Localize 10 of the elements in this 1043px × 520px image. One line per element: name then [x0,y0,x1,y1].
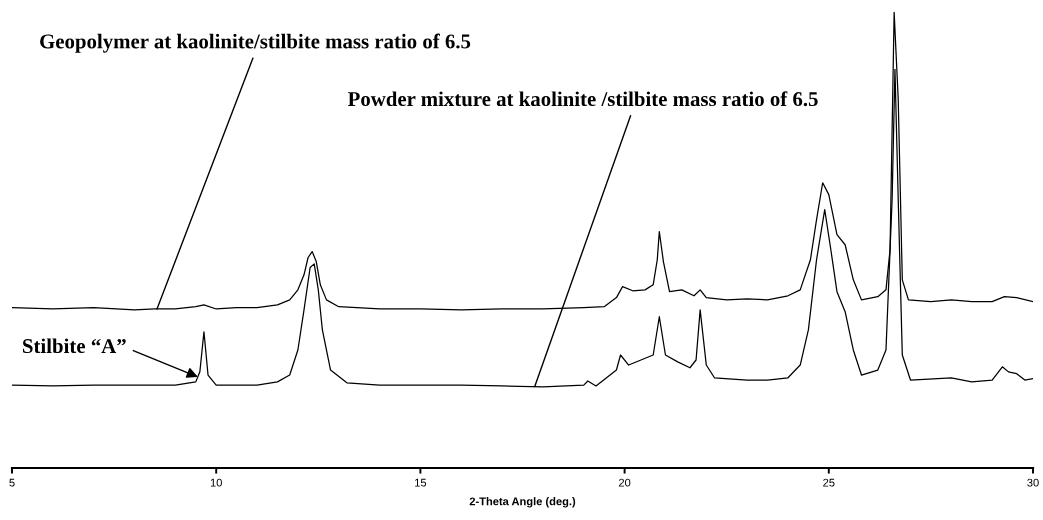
x-tick-label: 30 [1027,478,1039,487]
x-axis-title: 2-Theta Angle (deg.) [469,497,576,508]
annotation: Stilbite “A” [23,338,126,354]
x-tick-label: 10 [210,478,222,487]
annotation: Powder mixture at kaolinite /stilbite mass ratio of 6.5 [347,91,818,107]
x-tick-label: 25 [823,478,835,487]
x-tick-label: 5 [9,478,15,487]
x-tick-label: 15 [415,478,427,487]
annotation: Geopolymer at kaolinite/stilbite mass ratio of 6.5 [40,33,471,53]
x-tick-label: 20 [618,478,631,487]
